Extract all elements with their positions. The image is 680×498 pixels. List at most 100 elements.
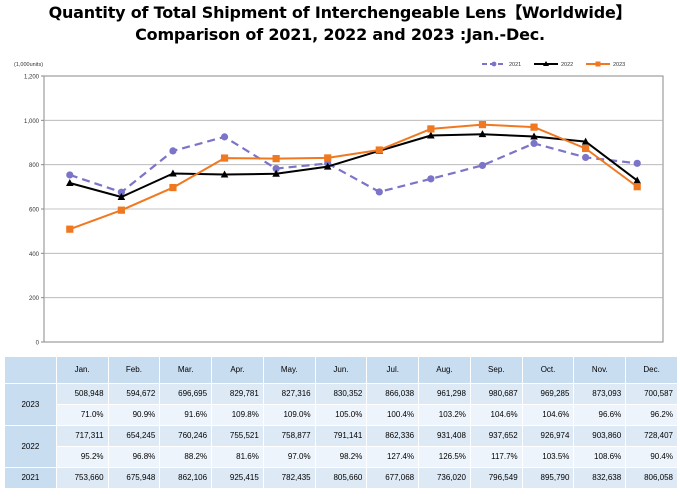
value-cell: 717,311: [55, 425, 109, 447]
ratio-cell: 81.6%: [211, 446, 264, 468]
table-header-row: Jan. Feb. Mar. Apr. May. Jun. Jul. Aug. Sep. Oct.…: [4, 356, 678, 384]
data-point-2022-3: [169, 169, 177, 177]
month-header: Apr.: [211, 356, 264, 384]
month-header: May.: [262, 356, 316, 384]
y-tick-label: 1,200: [24, 75, 40, 81]
ratio-cell: 108.6%: [573, 446, 627, 468]
value-cell: 895,790: [521, 467, 575, 489]
ratio-cell: 95.2%: [55, 446, 109, 468]
value-cell: 980,687: [469, 383, 523, 405]
value-cell: 903,860: [573, 425, 627, 447]
data-point-2023-11: [582, 144, 590, 153]
series-line-2022: [69, 133, 638, 198]
ratio-cell: 104.6%: [521, 404, 575, 426]
month-header: Nov.: [573, 356, 627, 384]
value-cell: 753,660: [55, 467, 109, 489]
value-cell: 926,974: [521, 425, 575, 447]
data-point-2021-8: [427, 175, 435, 183]
value-cell: 728,407: [625, 425, 678, 447]
value-cell: 782,435: [262, 467, 316, 489]
value-cell: 760,246: [159, 425, 213, 447]
month-header: Jul.: [366, 356, 420, 384]
ratio-cell: 105.0%: [314, 404, 368, 426]
data-point-2022-5: [272, 169, 280, 177]
y-tick-label: 1,000: [24, 119, 40, 125]
data-point-2022-1: [65, 178, 74, 186]
year-cell: 2023: [4, 383, 57, 426]
data-point-2022-10: [530, 132, 538, 140]
y-tick-label: 200: [29, 296, 40, 302]
data-point-2023-1: [66, 225, 74, 233]
value-cell: 961,298: [418, 383, 471, 405]
month-header: Mar.: [159, 356, 213, 384]
ratio-cell: 88.2%: [159, 446, 213, 468]
data-table: Jan. Feb. Mar. Apr. May. Jun. Jul. Aug. Sep. Oct.…: [4, 356, 678, 489]
data-point-2021-11: [582, 153, 590, 162]
data-point-2021-3: [169, 147, 177, 155]
ratio-cell: 127.4%: [366, 446, 420, 468]
ratio-cell: 100.4%: [366, 404, 420, 426]
data-point-2022-2: [117, 192, 126, 200]
value-cell: 758,877: [262, 425, 316, 447]
year-cell: 2021: [4, 467, 57, 489]
data-point-2023-12: [633, 183, 641, 191]
month-header: Jun.: [314, 356, 368, 384]
value-cell: 829,781: [211, 383, 264, 405]
title-line-2: Comparison of 2021, 2022 and 2023 :Jan.-…: [135, 25, 545, 44]
legend-marker-2022: [543, 61, 549, 66]
value-cell: 862,336: [366, 425, 420, 447]
data-point-2023-8: [427, 125, 435, 133]
data-point-2021-4: [220, 133, 229, 141]
ratio-cell: 91.6%: [159, 404, 213, 426]
data-point-2021-7: [375, 188, 383, 196]
ratio-cell: 117.7%: [469, 446, 523, 468]
ratio-cell: 103.5%: [521, 446, 575, 468]
y-tick-label: 600: [29, 208, 40, 214]
month-header: Sep.: [469, 356, 523, 384]
value-cell: 862,106: [159, 467, 213, 489]
legend-label-2023: 2023: [613, 62, 625, 68]
data-point-2021-2: [117, 188, 125, 196]
value-cell: 594,672: [107, 383, 161, 405]
data-point-2021-12: [633, 159, 641, 167]
chart-title: Quantity of Total Shipment of Intercheng…: [0, 2, 680, 46]
value-cell: 700,587: [625, 383, 678, 405]
table-row: 2022 717,311 654,245 760,246 755,521 758,877 7…: [4, 425, 678, 468]
table-row: 71.0% 90.9% 91.6% 109.8% 109.0% 105.0% 100.4% 1…: [5, 404, 678, 426]
legend-label-2022: 2022: [561, 62, 573, 68]
data-point-2023-7: [375, 146, 383, 154]
data-point-2022-6: [323, 162, 332, 170]
ratio-cell: 109.0%: [262, 404, 316, 426]
ratio-cell: 90.9%: [107, 404, 161, 426]
ratio-cell: 98.2%: [314, 446, 368, 468]
legend-label-2021: 2021: [509, 62, 521, 68]
y-tick-label: 0: [36, 341, 40, 347]
value-cell: 866,038: [366, 383, 420, 405]
table-row: 2021 753,660 675,948 862,106 925,415 782,435 8…: [4, 467, 678, 489]
value-cell: 675,948: [107, 467, 161, 489]
value-cell: 755,521: [211, 425, 264, 447]
y-tick-label: 800: [29, 163, 40, 169]
data-point-2022-8: [427, 131, 435, 139]
legend-marker-2023: [595, 61, 601, 67]
line-chart: 0 200 400 600 800 1,000 1,200 (1,000units) 2021 2…: [14, 61, 664, 347]
ratio-cell: 96.2%: [625, 404, 678, 426]
series-line-2021: [69, 135, 638, 194]
data-point-2023-10: [530, 123, 538, 131]
value-cell: 873,093: [573, 383, 627, 405]
data-point-2021-9: [478, 161, 487, 170]
data-point-2023-2: [117, 206, 125, 214]
value-cell: 969,285: [521, 383, 575, 405]
value-cell: 654,245: [107, 425, 161, 447]
legend-marker-2021: [491, 61, 497, 67]
ratio-cell: 109.8%: [211, 404, 264, 426]
table-body: 2023 508,948 594,672 696,695 829,781 827,316 8…: [4, 383, 678, 489]
value-cell: 805,660: [314, 467, 368, 489]
ratio-cell: 96.8%: [107, 446, 161, 468]
month-header: Feb.: [107, 356, 161, 384]
data-point-2022-4: [220, 170, 229, 178]
ratio-cell: 90.4%: [625, 446, 678, 468]
series-line-2023: [69, 123, 638, 231]
value-cell: 931,408: [418, 425, 471, 447]
data-point-2022-12: [633, 176, 642, 184]
